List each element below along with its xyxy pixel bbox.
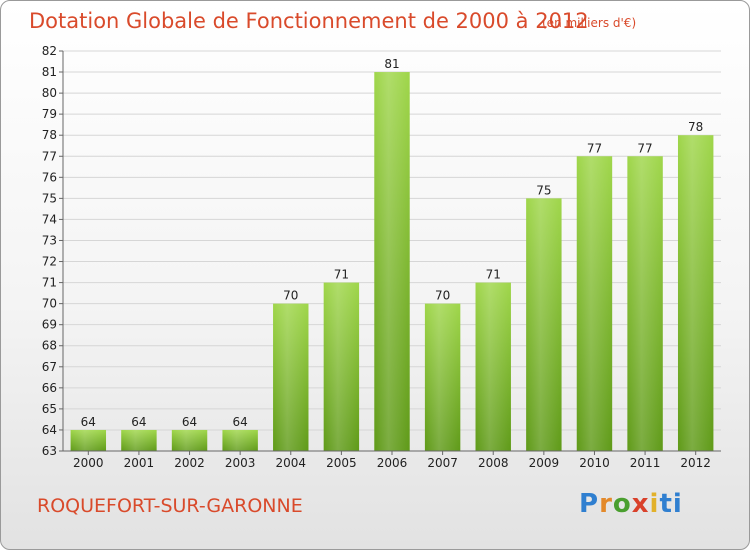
- y-tick-label: 68: [42, 339, 57, 353]
- y-tick-label: 64: [42, 423, 57, 437]
- y-tick-label: 80: [42, 86, 57, 100]
- bars: 64 64 64 64 70 71 81 70 71 75 77 77 78: [70, 57, 714, 452]
- y-tick-label: 69: [42, 318, 57, 332]
- data-label: 64: [131, 415, 146, 429]
- data-label: 64: [233, 415, 248, 429]
- y-tick-label: 73: [42, 233, 57, 247]
- bar-highlight: [171, 429, 208, 451]
- y-tick-label: 79: [42, 107, 57, 121]
- bar-highlight: [222, 429, 258, 451]
- y-tick-label: 77: [42, 149, 57, 163]
- bar-highlight: [374, 72, 410, 451]
- logo-letter: o: [612, 489, 632, 519]
- bar-highlight: [70, 429, 107, 451]
- data-label: 81: [384, 57, 399, 71]
- x-tick-label: 2004: [275, 456, 306, 470]
- y-tick-label: 66: [42, 381, 57, 395]
- bar-highlight: [677, 135, 714, 452]
- y-tick-label: 63: [42, 444, 57, 458]
- x-tick-label: 2008: [478, 456, 509, 470]
- y-tick-label: 74: [42, 212, 57, 226]
- bar-highlight: [424, 303, 461, 451]
- bar-highlight: [121, 429, 157, 451]
- x-tick-label: 2001: [124, 456, 155, 470]
- x-tick-label: 2012: [680, 456, 711, 470]
- logo-letter: x: [631, 489, 650, 519]
- logo-letter: i: [649, 489, 660, 519]
- y-tick-label: 78: [42, 128, 57, 142]
- y-tick-label: 76: [42, 170, 57, 184]
- y-tick-label: 65: [42, 402, 57, 416]
- bar-highlight: [475, 282, 511, 451]
- y-tick-label: 67: [42, 360, 57, 374]
- bar-highlight: [526, 198, 562, 451]
- bar-highlight: [576, 156, 613, 451]
- data-label: 77: [637, 141, 652, 155]
- x-tick-label: 2005: [326, 456, 357, 470]
- x-tick-label: 2003: [225, 456, 256, 470]
- logo-letter: ti: [659, 489, 683, 519]
- data-label: 64: [81, 415, 96, 429]
- bar-highlight: [627, 156, 663, 451]
- x-axis: 2000 2001 2002 2003 2004 2005 2006 2007 2008 2009…: [63, 450, 721, 470]
- data-label: 78: [688, 120, 703, 134]
- x-tick-label: 2000: [73, 456, 104, 470]
- y-axis: 63 64 65 66 67 68 69 70 71 72 73 74 75 76 77 78 79 80 81 82: [42, 44, 64, 458]
- data-label: 70: [283, 289, 298, 303]
- commune-name: ROQUEFORT-SUR-GARONNE: [37, 495, 303, 517]
- y-tick-label: 75: [42, 191, 57, 205]
- data-label: 77: [587, 141, 602, 155]
- y-tick-label: 81: [42, 65, 57, 79]
- chart-title: Dotation Globale de Fonctionnement de 20…: [29, 9, 589, 33]
- x-tick-label: 2007: [427, 456, 458, 470]
- logo-letter: P: [579, 489, 600, 519]
- y-tick-label: 70: [42, 297, 57, 311]
- bar-highlight: [273, 303, 309, 451]
- y-tick-label: 71: [42, 276, 57, 290]
- data-label: 71: [334, 268, 349, 282]
- y-tick-label: 72: [42, 255, 57, 269]
- data-label: 71: [486, 268, 501, 282]
- x-tick-label: 2002: [174, 456, 205, 470]
- data-label: 75: [536, 183, 551, 197]
- data-label: 64: [182, 415, 197, 429]
- x-tick-label: 2009: [529, 456, 560, 470]
- x-tick-label: 2006: [377, 456, 408, 470]
- y-tick-label: 82: [42, 44, 57, 58]
- chart-subtitle: (en milliers d'€): [542, 16, 637, 30]
- x-tick-label: 2010: [579, 456, 610, 470]
- logo-letter: r: [599, 489, 613, 519]
- data-label: 70: [435, 289, 450, 303]
- bar-highlight: [323, 282, 360, 451]
- proxiti-logo: Proxiti: [579, 489, 683, 519]
- x-tick-label: 2011: [630, 456, 661, 470]
